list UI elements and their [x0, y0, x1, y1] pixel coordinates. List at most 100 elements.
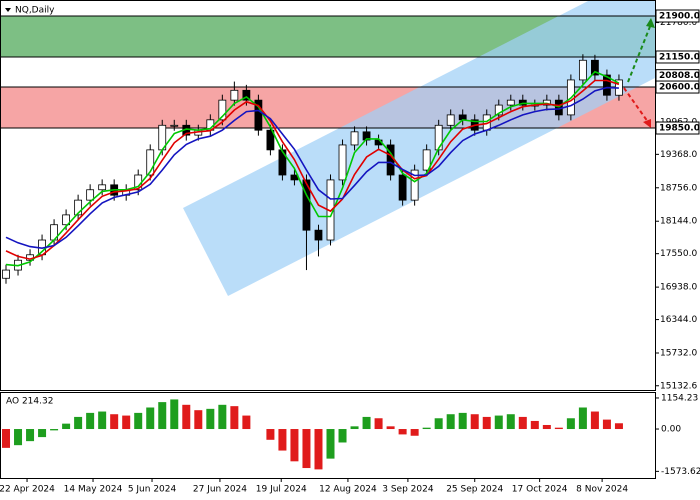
- ao-bar: [230, 406, 239, 430]
- y-tick-label: 18144.0: [660, 217, 697, 227]
- ao-bar: [398, 429, 407, 435]
- x-tick-label: 17 Oct 2024: [512, 485, 568, 495]
- channel: [183, 0, 655, 296]
- candle-body: [350, 131, 359, 146]
- ao-bar: [146, 407, 155, 430]
- ao-bar: [362, 416, 371, 430]
- candle-body: [98, 184, 107, 191]
- ao-bar: [590, 411, 599, 430]
- ao-bar: [554, 427, 563, 430]
- ao-bar: [482, 416, 491, 430]
- down-arrowhead: [643, 119, 651, 128]
- ao-bar: [170, 399, 179, 430]
- plot: [0, 15, 655, 284]
- candle-body: [230, 89, 239, 101]
- x-tick-label: 25 Sep 2024: [446, 485, 503, 495]
- ao-bar: [86, 412, 95, 430]
- ao-bar: [518, 416, 527, 430]
- ao-bar: [458, 412, 467, 430]
- ao-bar: [470, 414, 479, 430]
- menu-icon: [5, 8, 11, 12]
- x-tick-label: 22 Apr 2024: [0, 485, 55, 495]
- candle-body: [410, 169, 419, 201]
- ao-bar: [266, 429, 275, 440]
- level-label: 21900.0: [659, 12, 700, 22]
- ma-line: [5, 86, 619, 250]
- ao-bar: [122, 415, 131, 430]
- candle-body: [422, 149, 431, 171]
- x-tick-label: 5 Jun 2024: [128, 485, 177, 495]
- candle-body: [506, 99, 515, 106]
- candle-body: [266, 129, 275, 151]
- candle-body: [146, 149, 155, 176]
- y-tick-label: 15132.6: [660, 381, 697, 391]
- candle-body: [74, 199, 83, 216]
- ao-bar: [410, 429, 419, 436]
- ao-bar: [338, 429, 347, 443]
- ao-bar: [74, 416, 83, 430]
- candle-body: [591, 59, 599, 76]
- ao-bar: [14, 429, 23, 446]
- ao-bar: [98, 411, 107, 430]
- x-tick-label: 3 Sep 2024: [382, 485, 434, 495]
- x-tick-label: 14 May 2024: [64, 485, 123, 495]
- up-arrow: [627, 23, 652, 83]
- candle-body: [86, 189, 95, 201]
- ao-bar: [602, 419, 611, 430]
- ao-bar: [206, 408, 215, 430]
- y-tick-label: 15732.0: [660, 349, 697, 359]
- level-box: [655, 50, 700, 64]
- ao-bar: [578, 407, 587, 430]
- ao-bar: [38, 429, 47, 438]
- ao-bar: [434, 418, 443, 430]
- y-tick-label: 19368.0: [660, 150, 697, 160]
- level-box: [655, 9, 700, 23]
- ao-bar: [26, 429, 35, 442]
- ao-bar: [566, 418, 575, 430]
- candle-body: [62, 214, 71, 226]
- candle-body: [218, 99, 227, 121]
- y-tick-label: 17550.0: [660, 249, 697, 259]
- ao-bar: [290, 429, 299, 462]
- ao-bar: [62, 423, 71, 430]
- level-label: 20600.0: [659, 83, 700, 93]
- chart-title: NQ,Daily: [15, 6, 55, 16]
- ao-tick-label: -1573.62: [661, 467, 700, 477]
- ao-bar: [110, 414, 119, 430]
- candle-body: [578, 59, 587, 81]
- ao-bar: [386, 426, 395, 430]
- candle-body: [446, 114, 455, 126]
- x-tick-label: 19 Jul 2024: [256, 485, 307, 495]
- ao-bar: [614, 423, 623, 430]
- y-tick-label: 16938.0: [660, 283, 697, 293]
- ao-bar: [194, 410, 203, 430]
- ma-line: [5, 79, 620, 260]
- ao-bar: [218, 404, 227, 430]
- ao-bar: [506, 414, 515, 430]
- ao-label: AO 214.32: [6, 397, 53, 407]
- candle-body: [170, 124, 179, 127]
- level-label: 21150.0: [659, 52, 700, 62]
- ao-bar: [350, 426, 359, 430]
- ao-bar: [158, 402, 167, 430]
- ao-bar: [422, 427, 431, 430]
- ao-bar: [50, 429, 59, 431]
- candle-body: [603, 74, 611, 96]
- ao-bar: [374, 418, 383, 430]
- ma-line: [5, 70, 620, 267]
- candle-body: [242, 89, 251, 101]
- up-arrowhead: [646, 18, 655, 28]
- ao-bar: [530, 420, 539, 430]
- ao-tick-label: 1154.23: [661, 393, 698, 403]
- y-tick-label: 16344.0: [660, 315, 697, 325]
- candle-body: [494, 104, 503, 116]
- ao-bar: [446, 414, 455, 430]
- ao-frame: [0, 392, 656, 479]
- ao-tick-label: 0.00: [661, 425, 681, 435]
- ao-bar: [182, 404, 191, 430]
- candle-body: [302, 179, 311, 231]
- x-tick-label: 27 Jun 2024: [193, 485, 247, 495]
- ao-bar: [242, 415, 251, 430]
- main-frame: [0, 0, 656, 391]
